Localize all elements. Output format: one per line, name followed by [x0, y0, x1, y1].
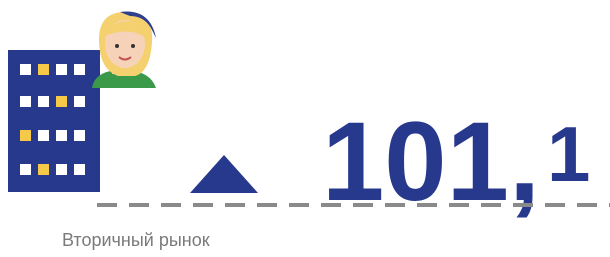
building-icon: [8, 50, 100, 192]
up-arrow: [190, 155, 258, 193]
person-icon: [92, 12, 156, 88]
value-fraction: 1: [547, 110, 590, 198]
infographic: 101, 1 Вторичный рынок: [0, 0, 610, 252]
caption: Вторичный рынок: [62, 230, 210, 250]
